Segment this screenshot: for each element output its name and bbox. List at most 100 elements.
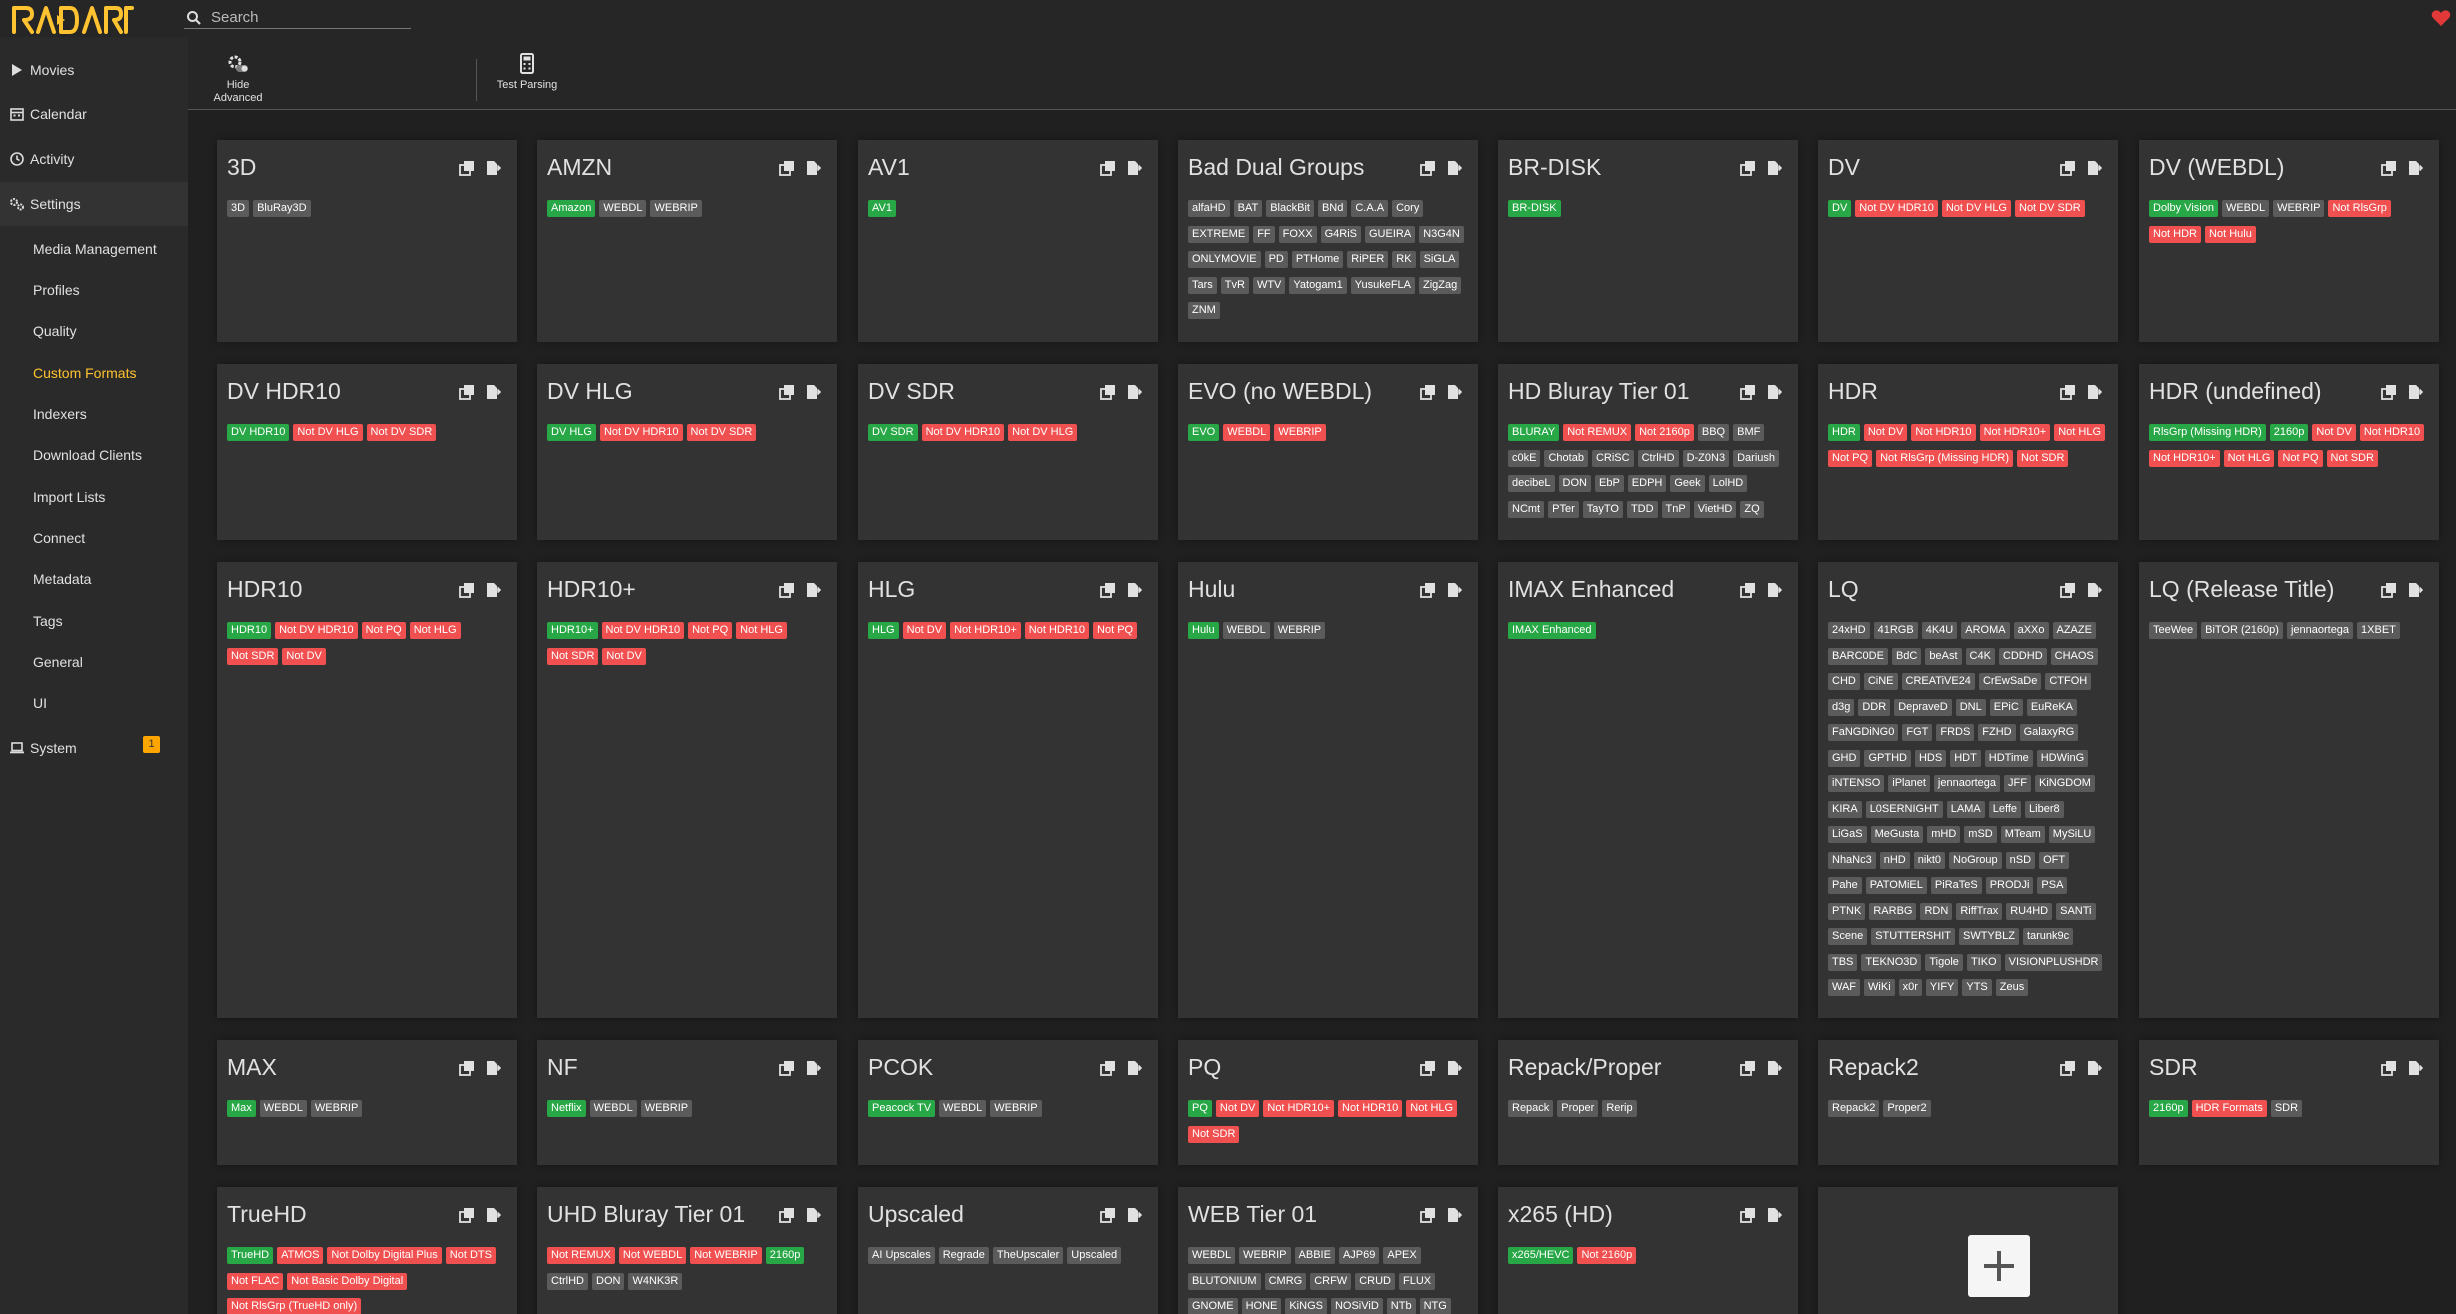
clone-icon[interactable] — [1740, 384, 1756, 400]
export-icon[interactable] — [805, 1060, 821, 1076]
clone-icon[interactable] — [2060, 582, 2076, 598]
custom-format-card[interactable]: HLG HLG Not DV Not HDR10+ Not HDR10 Not PQ — [858, 562, 1158, 1018]
clone-icon[interactable] — [1100, 1207, 1116, 1223]
custom-format-card[interactable]: TrueHD TrueHD ATMOS Not Dolby Digital Plus N… — [217, 1187, 517, 1314]
clone-icon[interactable] — [1740, 1060, 1756, 1076]
clone-icon[interactable] — [1420, 1207, 1436, 1223]
clone-icon[interactable] — [1740, 1207, 1756, 1223]
custom-format-card[interactable]: HDR10+ HDR10+ Not DV HDR10 Not PQ Not HLGNot… — [537, 562, 837, 1018]
hide-advanced-button[interactable]: Hide Advanced — [203, 53, 273, 104]
clone-icon[interactable] — [2060, 160, 2076, 176]
export-icon[interactable] — [1126, 384, 1142, 400]
export-icon[interactable] — [2407, 384, 2423, 400]
sidebar-item-settings[interactable]: Settings — [0, 182, 188, 226]
sidebar-subitem-general[interactable]: General — [33, 654, 83, 670]
sidebar-item-movies[interactable]: Movies — [0, 48, 188, 92]
search-bar[interactable] — [184, 5, 411, 29]
export-icon[interactable] — [805, 582, 821, 598]
sidebar-subitem-indexers[interactable]: Indexers — [33, 406, 87, 422]
export-icon[interactable] — [805, 1207, 821, 1223]
clone-icon[interactable] — [1420, 160, 1436, 176]
sidebar-subitem-download-clients[interactable]: Download Clients — [33, 447, 142, 463]
custom-format-card[interactable]: 3D 3D BluRay3D — [217, 140, 517, 342]
clone-icon[interactable] — [2381, 160, 2397, 176]
sidebar-subitem-tags[interactable]: Tags — [33, 613, 63, 629]
custom-format-card[interactable]: DV (WEBDL) Dolby Vision WEBDL WEBRIP Not Rls… — [2139, 140, 2439, 342]
export-icon[interactable] — [2407, 160, 2423, 176]
clone-icon[interactable] — [1100, 582, 1116, 598]
export-icon[interactable] — [805, 160, 821, 176]
export-icon[interactable] — [2086, 582, 2102, 598]
custom-format-card[interactable]: UHD Bluray Tier 01 Not REMUX Not WEBDL Not … — [537, 1187, 837, 1314]
sidebar-item-calendar[interactable]: Calendar — [0, 92, 188, 136]
clone-icon[interactable] — [1420, 582, 1436, 598]
custom-format-card[interactable]: PQ PQ Not DV Not HDR10+ Not HDR10 Not HLGNot … — [1178, 1040, 1478, 1165]
clone-icon[interactable] — [1420, 384, 1436, 400]
sidebar-subitem-quality[interactable]: Quality — [33, 323, 77, 339]
export-icon[interactable] — [2407, 582, 2423, 598]
add-button[interactable] — [1968, 1235, 2030, 1297]
custom-format-card[interactable]: DV HDR10 DV HDR10 Not DV HLG Not DV SDR — [217, 364, 517, 540]
custom-format-card[interactable]: DV HLG DV HLG Not DV HDR10 Not DV SDR — [537, 364, 837, 540]
export-icon[interactable] — [1446, 384, 1462, 400]
export-icon[interactable] — [1766, 384, 1782, 400]
clone-icon[interactable] — [779, 1207, 795, 1223]
export-icon[interactable] — [805, 384, 821, 400]
sidebar-subitem-media-management[interactable]: Media Management — [33, 241, 157, 257]
custom-format-card[interactable]: WEB Tier 01 WEBDL WEBRIP ABBIE AJP69 APEX BLUT… — [1178, 1187, 1478, 1314]
search-input[interactable] — [211, 7, 406, 27]
clone-icon[interactable] — [459, 1060, 475, 1076]
custom-format-card[interactable]: Repack/Proper Repack Proper Rerip — [1498, 1040, 1798, 1165]
clone-icon[interactable] — [459, 384, 475, 400]
export-icon[interactable] — [485, 582, 501, 598]
clone-icon[interactable] — [1100, 1060, 1116, 1076]
export-icon[interactable] — [2407, 1060, 2423, 1076]
export-icon[interactable] — [485, 1207, 501, 1223]
custom-format-card[interactable]: DV SDR DV SDR Not DV HDR10 Not DV HLG — [858, 364, 1158, 540]
sidebar-item-system[interactable]: System 1 — [0, 726, 188, 770]
sidebar-subitem-metadata[interactable]: Metadata — [33, 571, 92, 587]
clone-icon[interactable] — [1100, 384, 1116, 400]
custom-format-card[interactable]: PCOK Peacock TV WEBDL WEBRIP — [858, 1040, 1158, 1165]
export-icon[interactable] — [2086, 160, 2102, 176]
sidebar-item-activity[interactable]: Activity — [0, 137, 188, 181]
clone-icon[interactable] — [2381, 384, 2397, 400]
custom-format-card[interactable]: AV1 AV1 — [858, 140, 1158, 342]
custom-format-card[interactable]: Repack2 Repack2 Proper2 — [1818, 1040, 2118, 1165]
custom-format-card[interactable]: LQ 24xHD 41RGB 4K4U AROMA aXXo AZAZE BARC0DE BdC… — [1818, 562, 2118, 1018]
clone-icon[interactable] — [1420, 1060, 1436, 1076]
export-icon[interactable] — [1766, 582, 1782, 598]
custom-format-card[interactable]: MAX Max WEBDL WEBRIP — [217, 1040, 517, 1165]
custom-format-card[interactable]: x265 (HD) x265/HEVC Not 2160p — [1498, 1187, 1798, 1314]
custom-format-card[interactable]: BR-DISK BR-DISK — [1498, 140, 1798, 342]
export-icon[interactable] — [2086, 1060, 2102, 1076]
custom-format-card[interactable]: SDR 2160p HDR Formats SDR — [2139, 1040, 2439, 1165]
sidebar-subitem-connect[interactable]: Connect — [33, 530, 86, 546]
export-icon[interactable] — [485, 160, 501, 176]
clone-icon[interactable] — [779, 1060, 795, 1076]
clone-icon[interactable] — [779, 160, 795, 176]
custom-format-card[interactable]: EVO (no WEBDL) EVO WEBDL WEBRIP — [1178, 364, 1478, 540]
sidebar-subitem-import-lists[interactable]: Import Lists — [33, 489, 106, 505]
export-icon[interactable] — [1446, 582, 1462, 598]
custom-format-card[interactable]: AMZN Amazon WEBDL WEBRIP — [537, 140, 837, 342]
export-icon[interactable] — [485, 1060, 501, 1076]
sidebar-subitem-profiles[interactable]: Profiles — [33, 282, 80, 298]
sidebar-subitem-ui[interactable]: UI — [33, 695, 47, 711]
export-icon[interactable] — [1126, 1207, 1142, 1223]
clone-icon[interactable] — [1740, 160, 1756, 176]
export-icon[interactable] — [1766, 1060, 1782, 1076]
export-icon[interactable] — [2086, 384, 2102, 400]
clone-icon[interactable] — [2381, 1060, 2397, 1076]
clone-icon[interactable] — [779, 582, 795, 598]
clone-icon[interactable] — [2060, 1060, 2076, 1076]
custom-format-card[interactable]: Hulu Hulu WEBDL WEBRIP — [1178, 562, 1478, 1018]
custom-format-card[interactable]: HDR (undefined) RlsGrp (Missing HDR) 2160p… — [2139, 364, 2439, 540]
custom-format-card[interactable]: HD Bluray Tier 01 BLURAY Not REMUX Not 2160… — [1498, 364, 1798, 540]
export-icon[interactable] — [1766, 160, 1782, 176]
export-icon[interactable] — [1766, 1207, 1782, 1223]
sidebar-subitem-custom-formats[interactable]: Custom Formats — [33, 365, 137, 381]
custom-format-card[interactable]: HDR10 HDR10 Not DV HDR10 Not PQ Not HLGNot S… — [217, 562, 517, 1018]
heart-icon[interactable] — [2431, 9, 2451, 27]
export-icon[interactable] — [1126, 160, 1142, 176]
